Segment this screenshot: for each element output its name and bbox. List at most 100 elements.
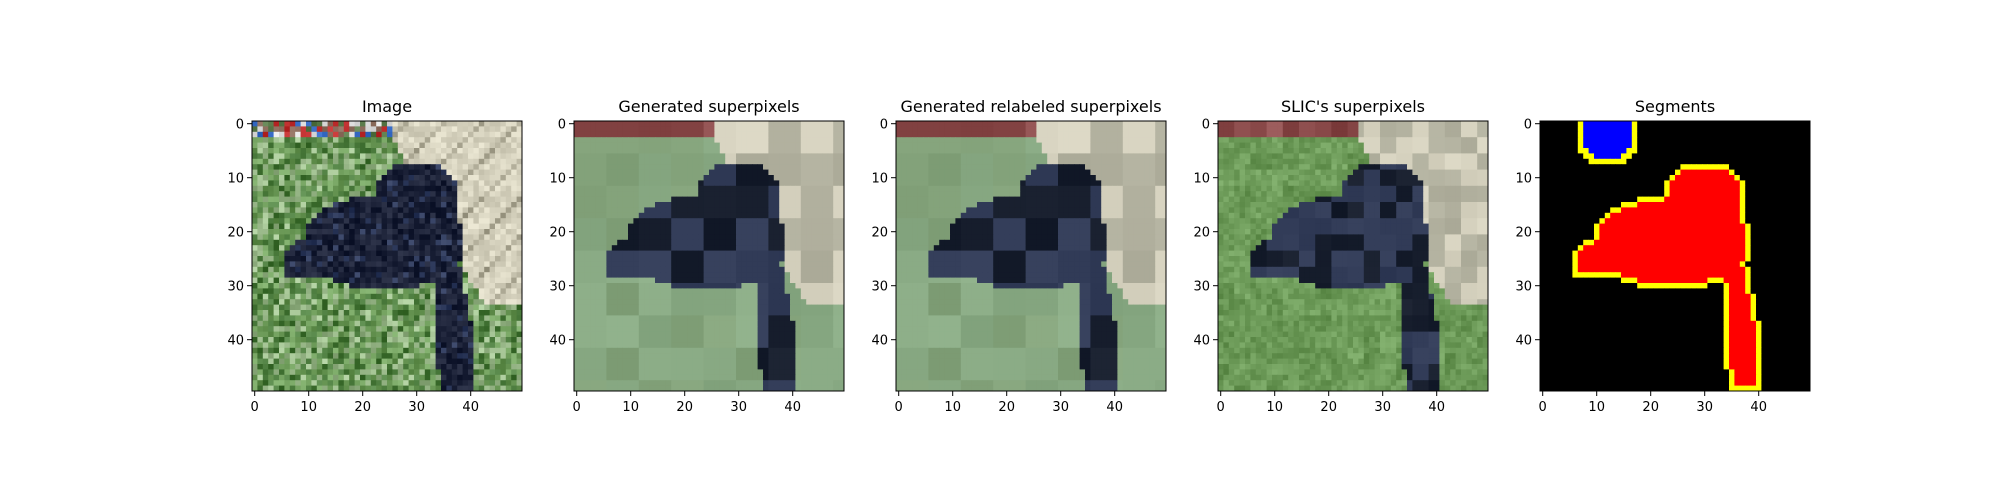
pixel: [392, 266, 399, 273]
pixel: [511, 180, 517, 187]
pixel: [414, 347, 420, 354]
pixel: [387, 277, 393, 284]
pixel: [730, 196, 737, 203]
pixel: [500, 293, 507, 300]
pixel: [665, 180, 672, 187]
pixel: [676, 272, 683, 278]
pixel: [403, 272, 409, 278]
pixel: [590, 347, 596, 354]
pixel: [655, 202, 661, 208]
pixel: [822, 358, 829, 365]
pixel: [790, 137, 796, 143]
pixel: [703, 180, 710, 187]
pixel: [435, 288, 442, 295]
pixel: [579, 364, 586, 370]
pixel: [741, 218, 748, 224]
pixel: [692, 169, 699, 176]
pixel: [660, 347, 667, 354]
pixel: [516, 304, 523, 311]
pixel: [676, 180, 683, 187]
pixel: [606, 196, 613, 203]
pixel: [354, 347, 361, 354]
pixel: [327, 126, 334, 133]
pixel: [827, 191, 834, 197]
pixel: [338, 196, 345, 203]
pixel: [462, 374, 469, 381]
pixel: [403, 256, 409, 262]
pixel: [468, 196, 474, 203]
pixel: [300, 229, 307, 235]
pixel: [365, 272, 372, 278]
pixel: [800, 304, 807, 311]
pixel: [633, 320, 640, 327]
pixel: [316, 374, 323, 381]
pixel: [741, 153, 748, 160]
pixel: [414, 185, 420, 192]
pixel: [473, 385, 480, 392]
pixel: [403, 299, 409, 305]
pixel: [387, 283, 393, 289]
pixel: [273, 320, 280, 327]
pixel: [579, 191, 586, 197]
pixel: [703, 293, 710, 300]
pixel: [790, 331, 796, 338]
pixel: [446, 218, 453, 224]
pixel: [806, 131, 812, 138]
pixel: [703, 261, 710, 268]
pixel: [462, 369, 469, 376]
pixel: [419, 288, 426, 295]
pixel: [725, 288, 731, 295]
pixel: [484, 212, 490, 219]
pixel: [784, 131, 791, 138]
pixel: [397, 369, 404, 376]
pixel: [649, 131, 656, 138]
pixel: [338, 385, 345, 392]
pixel: [446, 364, 453, 370]
pixel: [360, 272, 366, 278]
pixel: [687, 315, 694, 322]
pixel: [365, 304, 372, 311]
pixel: [682, 353, 688, 359]
pixel: [327, 142, 334, 149]
pixel: [709, 185, 715, 192]
pixel: [462, 169, 469, 176]
pixel: [311, 288, 318, 295]
pixel: [790, 191, 796, 197]
pixel: [289, 342, 296, 349]
pixel: [730, 369, 737, 376]
pixel: [714, 374, 721, 381]
pixel: [289, 207, 296, 214]
pixel: [268, 380, 274, 386]
pixel: [257, 121, 264, 127]
pixel: [252, 196, 258, 203]
pixel: [649, 239, 656, 246]
pixel: [601, 293, 607, 300]
pixel: [827, 299, 834, 305]
pixel: [273, 131, 280, 138]
pixel: [500, 234, 507, 241]
pixel: [376, 272, 382, 278]
pixel: [827, 266, 834, 273]
pixel: [360, 337, 366, 343]
pixel: [601, 180, 607, 187]
pixel: [360, 261, 366, 268]
pixel: [505, 121, 512, 127]
pixel: [478, 175, 485, 181]
pixel: [284, 353, 291, 359]
pixel: [392, 250, 399, 257]
pixel: [252, 277, 258, 284]
pixel: [392, 169, 399, 176]
pixel: [300, 164, 307, 170]
pixel: [311, 185, 318, 192]
pixel: [622, 364, 629, 370]
pixel: [622, 185, 629, 192]
pixel: [806, 288, 812, 295]
pixel: [333, 283, 339, 289]
pixel: [784, 250, 791, 257]
pixel: [360, 310, 366, 316]
pixel: [649, 148, 656, 154]
pixel: [574, 364, 580, 370]
pixel: [457, 369, 463, 376]
pixel: [473, 283, 480, 289]
pixel: [387, 385, 393, 392]
